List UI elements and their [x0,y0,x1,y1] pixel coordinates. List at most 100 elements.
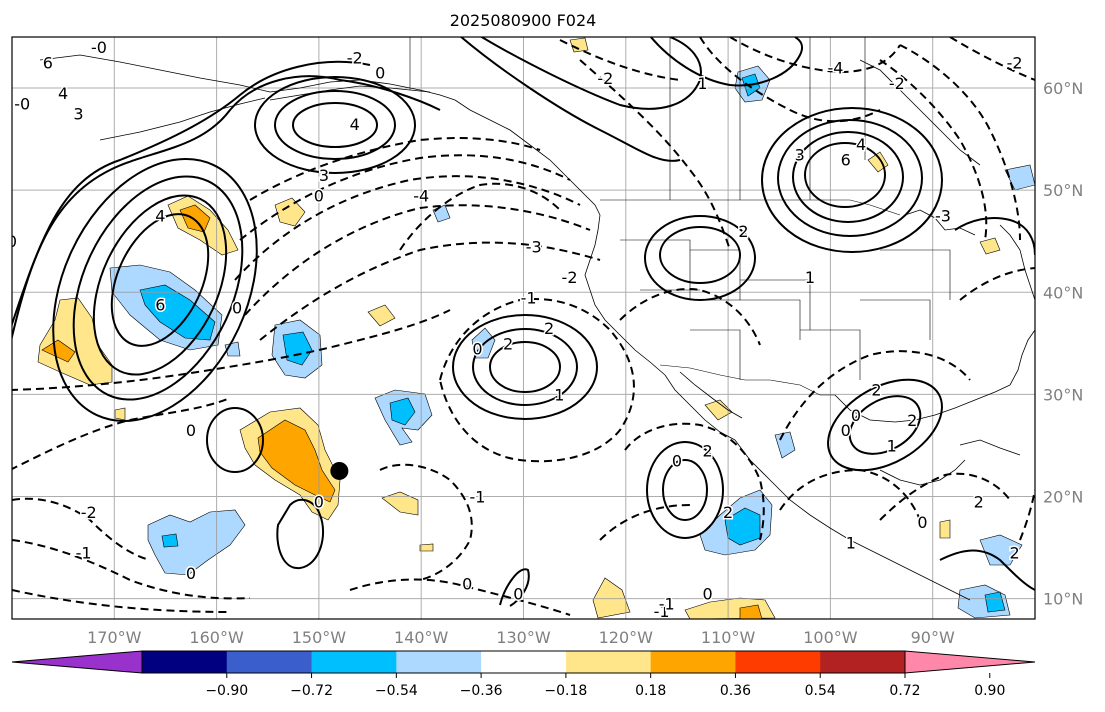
positive-contour [472,328,578,406]
positive-contour [659,226,741,284]
colorbar-tick-label: 0.54 [805,683,836,699]
colorbar-bin [650,651,736,673]
west-coast [584,214,666,376]
positive-contour [12,60,371,328]
contour-label: 2 [544,319,554,338]
latitude-label: 10°N [1043,590,1083,609]
contour-label: -4 [413,186,429,205]
positive-contour [72,175,244,401]
us-canada-border [600,199,901,216]
negative-contour [399,182,561,251]
strong-positive-core [179,204,211,233]
positive-contour [644,215,756,301]
contour-label: 0 [314,493,324,512]
contour-label: 0 [314,186,324,205]
contour-label: -2 [81,503,97,522]
figure-title: 2025080900 F024 [450,11,597,30]
contour-label: 1 [697,74,707,93]
contour-label: -2 [562,268,578,287]
contour-label: 2 [503,334,513,353]
florida [1009,329,1035,386]
negative-contour [349,578,571,616]
borders [409,37,951,396]
latitude-label: 20°N [1043,487,1083,506]
contour-label: 6 [43,54,53,73]
positive-contour [489,341,561,393]
contour-label: 0 [513,584,523,603]
contour-label: 4 [58,84,68,103]
contour-label: 0 [703,584,713,603]
positive-contour [954,217,1035,256]
negative-contour [699,37,881,123]
negative-contour [879,472,1011,521]
colorbar-tick-label: −0.72 [290,683,333,699]
contour-label: -0 [14,94,30,113]
contour-label: 2 [703,442,713,461]
longitude-label: 110°W [701,628,756,647]
colorbar-bin [226,651,313,673]
latitude-tick-labels: 10°N 20°N 30°N 40°N 50°N 60°N [1043,79,1083,609]
longitude-label: 160°W [189,628,244,647]
negative-contour [239,154,571,241]
colorbar-tick-label: −0.90 [205,683,248,699]
latitude-label: 30°N [1043,385,1083,404]
strong-negative-core [389,397,416,426]
contour-label: 1 [554,385,564,404]
colorbar-bin [142,651,228,673]
colorbar-tick-label: 0.36 [720,683,751,699]
contour-label: -4 [828,59,844,78]
colorbar-bin [396,651,482,673]
positive-anomaly-area [274,197,306,227]
negative-contour [779,468,921,521]
contour-label: 0 [841,421,851,440]
negative-contour [624,422,765,541]
contour-label: 0 [851,406,861,425]
yucatan [879,459,966,486]
contour-label: -1 [659,595,675,614]
contour-label: -1 [469,487,485,506]
colorbar-bin [820,651,906,673]
contour-label: 2 [871,380,881,399]
contour-label: -1 [654,602,670,621]
strong-negative-core [139,284,216,341]
latitude-label: 40°N [1043,283,1083,302]
contour-label: 2 [1009,544,1019,563]
contour-label: -2 [597,69,613,88]
positive-contour [777,119,923,237]
positive-contour [479,37,702,110]
contour-label: 0 [672,452,682,471]
cuba [959,439,1021,456]
colorbar-bin [311,651,397,673]
mexico-pacific [734,439,971,601]
positive-anomaly-area [367,304,396,327]
negative-contour [438,298,635,463]
longitude-label: 170°W [87,628,142,647]
negative-contour [729,37,901,74]
colorbar-bin [565,651,652,673]
location-marker [330,461,349,480]
contour-label: 1 [846,533,856,552]
gulf-california [679,371,743,419]
colorbar-tick-label: −0.18 [544,683,587,699]
contour-label: 2 [738,222,748,241]
colorbar-tick-label: 0.90 [974,683,1005,699]
positive-contour [274,90,396,160]
positive-contour [804,142,886,208]
alaska-coast [39,54,456,101]
negative-contour [579,59,731,251]
alaska-south-coast [269,85,431,101]
east-coast [999,224,1035,301]
negative-contour [12,589,231,613]
contour-label: 2 [974,493,984,512]
contour-label: -3 [935,207,951,226]
longitude-label: 130°W [496,628,551,647]
contour-label: 6 [841,151,851,170]
strong-negative-core [161,533,179,548]
contour-label: 0 [375,64,385,83]
contour-label: 3 [319,166,329,185]
negative-anomaly-area [979,534,1023,566]
contour-label: -2 [1007,54,1023,73]
negative-contour [599,504,691,541]
us-mexico-border [659,364,835,396]
